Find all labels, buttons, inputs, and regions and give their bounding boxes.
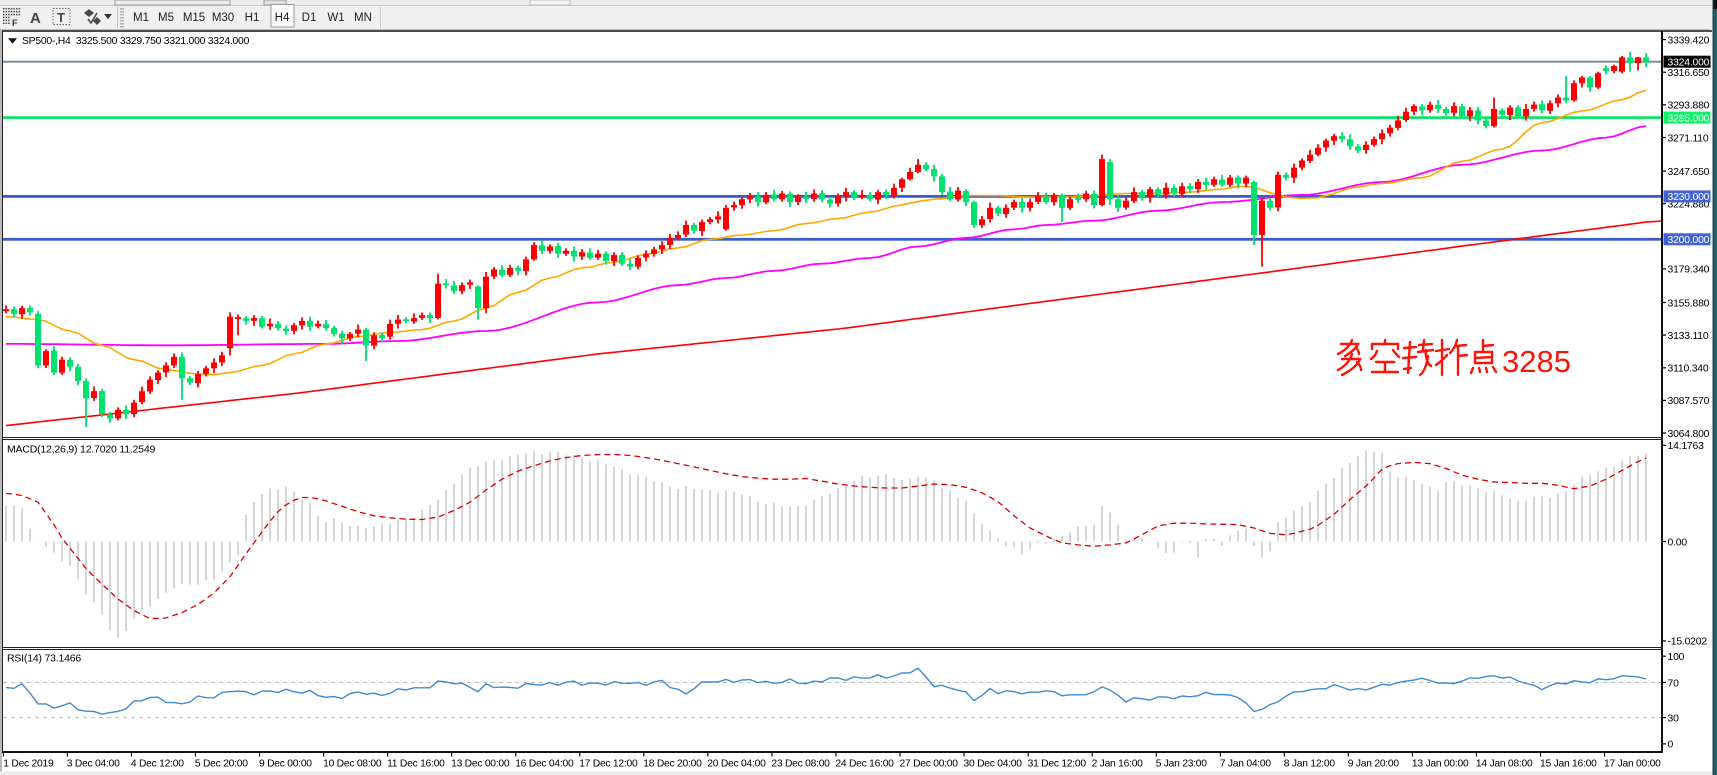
svg-text:3179.340: 3179.340: [1668, 265, 1710, 276]
svg-text:H1: H1: [245, 12, 260, 24]
svg-text:3 Dec 04:00: 3 Dec 04:00: [67, 759, 120, 770]
svg-text:17 Jan 00:00: 17 Jan 00:00: [1604, 759, 1661, 770]
svg-text:A: A: [30, 10, 41, 27]
svg-text:1 Dec 2019: 1 Dec 2019: [3, 759, 54, 770]
svg-text:9 Dec 00:00: 9 Dec 00:00: [259, 759, 312, 770]
svg-text:70: 70: [1668, 678, 1680, 689]
svg-text:3285: 3285: [1502, 344, 1571, 379]
svg-text:10 Dec 08:00: 10 Dec 08:00: [323, 759, 382, 770]
svg-text:W1: W1: [327, 12, 344, 24]
svg-text:M5: M5: [158, 12, 174, 24]
svg-text:13 Jan 00:00: 13 Jan 00:00: [1412, 759, 1469, 770]
svg-text:3064.800: 3064.800: [1668, 429, 1710, 440]
svg-text:F: F: [12, 18, 18, 28]
svg-text:3271.110: 3271.110: [1668, 133, 1709, 144]
svg-text:M30: M30: [212, 12, 234, 24]
svg-text:5 Dec 20:00: 5 Dec 20:00: [195, 759, 248, 770]
svg-text:-15.0202: -15.0202: [1668, 637, 1708, 648]
svg-text:17 Dec 12:00: 17 Dec 12:00: [579, 759, 638, 770]
svg-text:T: T: [57, 10, 65, 25]
svg-text:RSI(14) 73.1466: RSI(14) 73.1466: [7, 653, 81, 665]
svg-text:3200.000: 3200.000: [1668, 235, 1710, 246]
svg-text:SP500-,H4 3325.500 3329.750 3: SP500-,H4 3325.500 3329.750 3321.000 332…: [22, 36, 250, 47]
svg-text:20 Dec 04:00: 20 Dec 04:00: [707, 759, 766, 770]
svg-text:MACD(12,26,9) 12.7020 11.2549: MACD(12,26,9) 12.7020 11.2549: [7, 444, 155, 456]
svg-text:5 Jan 23:00: 5 Jan 23:00: [1156, 759, 1208, 770]
svg-text:27 Dec 00:00: 27 Dec 00:00: [900, 759, 959, 770]
svg-text:15 Jan 16:00: 15 Jan 16:00: [1540, 759, 1597, 770]
svg-text:30: 30: [1668, 713, 1680, 724]
svg-text:3293.880: 3293.880: [1668, 101, 1710, 112]
svg-text:D1: D1: [302, 12, 317, 24]
svg-text:24 Dec 16:00: 24 Dec 16:00: [835, 759, 894, 770]
svg-text:3133.110: 3133.110: [1668, 331, 1709, 342]
svg-text:3316.650: 3316.650: [1668, 68, 1710, 79]
svg-text:23 Dec 08:00: 23 Dec 08:00: [771, 759, 830, 770]
svg-text:7 Jan 04:00: 7 Jan 04:00: [1220, 759, 1272, 770]
svg-text:9 Jan 20:00: 9 Jan 20:00: [1348, 759, 1400, 770]
svg-text:3339.420: 3339.420: [1668, 35, 1710, 46]
svg-text:MN: MN: [354, 12, 372, 24]
svg-text:16 Dec 04:00: 16 Dec 04:00: [515, 759, 574, 770]
svg-text:3247.650: 3247.650: [1668, 167, 1710, 178]
svg-text:3285.000: 3285.000: [1668, 113, 1710, 124]
svg-text:3155.880: 3155.880: [1668, 298, 1710, 309]
svg-text:0.00: 0.00: [1668, 537, 1688, 548]
svg-text:100: 100: [1668, 652, 1685, 663]
svg-text:3324.000: 3324.000: [1668, 58, 1710, 69]
svg-text:4 Dec 12:00: 4 Dec 12:00: [131, 759, 184, 770]
svg-text:2 Jan 16:00: 2 Jan 16:00: [1092, 759, 1144, 770]
svg-text:8 Jan 12:00: 8 Jan 12:00: [1284, 759, 1336, 770]
svg-text:M1: M1: [133, 12, 149, 24]
svg-text:0: 0: [1668, 740, 1674, 751]
svg-text:3224.880: 3224.880: [1668, 200, 1710, 211]
svg-text:30 Dec 04:00: 30 Dec 04:00: [964, 759, 1023, 770]
svg-text:M15: M15: [183, 12, 205, 24]
svg-text:3230.000: 3230.000: [1668, 192, 1710, 203]
svg-text:14.1763: 14.1763: [1668, 441, 1705, 452]
svg-text:31 Dec 12:00: 31 Dec 12:00: [1028, 759, 1087, 770]
svg-text:H4: H4: [275, 12, 290, 24]
svg-text:3110.340: 3110.340: [1668, 364, 1709, 375]
svg-text:3087.570: 3087.570: [1668, 396, 1710, 407]
svg-text:14 Jan 08:00: 14 Jan 08:00: [1476, 759, 1533, 770]
svg-text:18 Dec 20:00: 18 Dec 20:00: [643, 759, 702, 770]
svg-text:11 Dec 16:00: 11 Dec 16:00: [387, 759, 445, 770]
svg-text:13 Dec 00:00: 13 Dec 00:00: [451, 759, 510, 770]
